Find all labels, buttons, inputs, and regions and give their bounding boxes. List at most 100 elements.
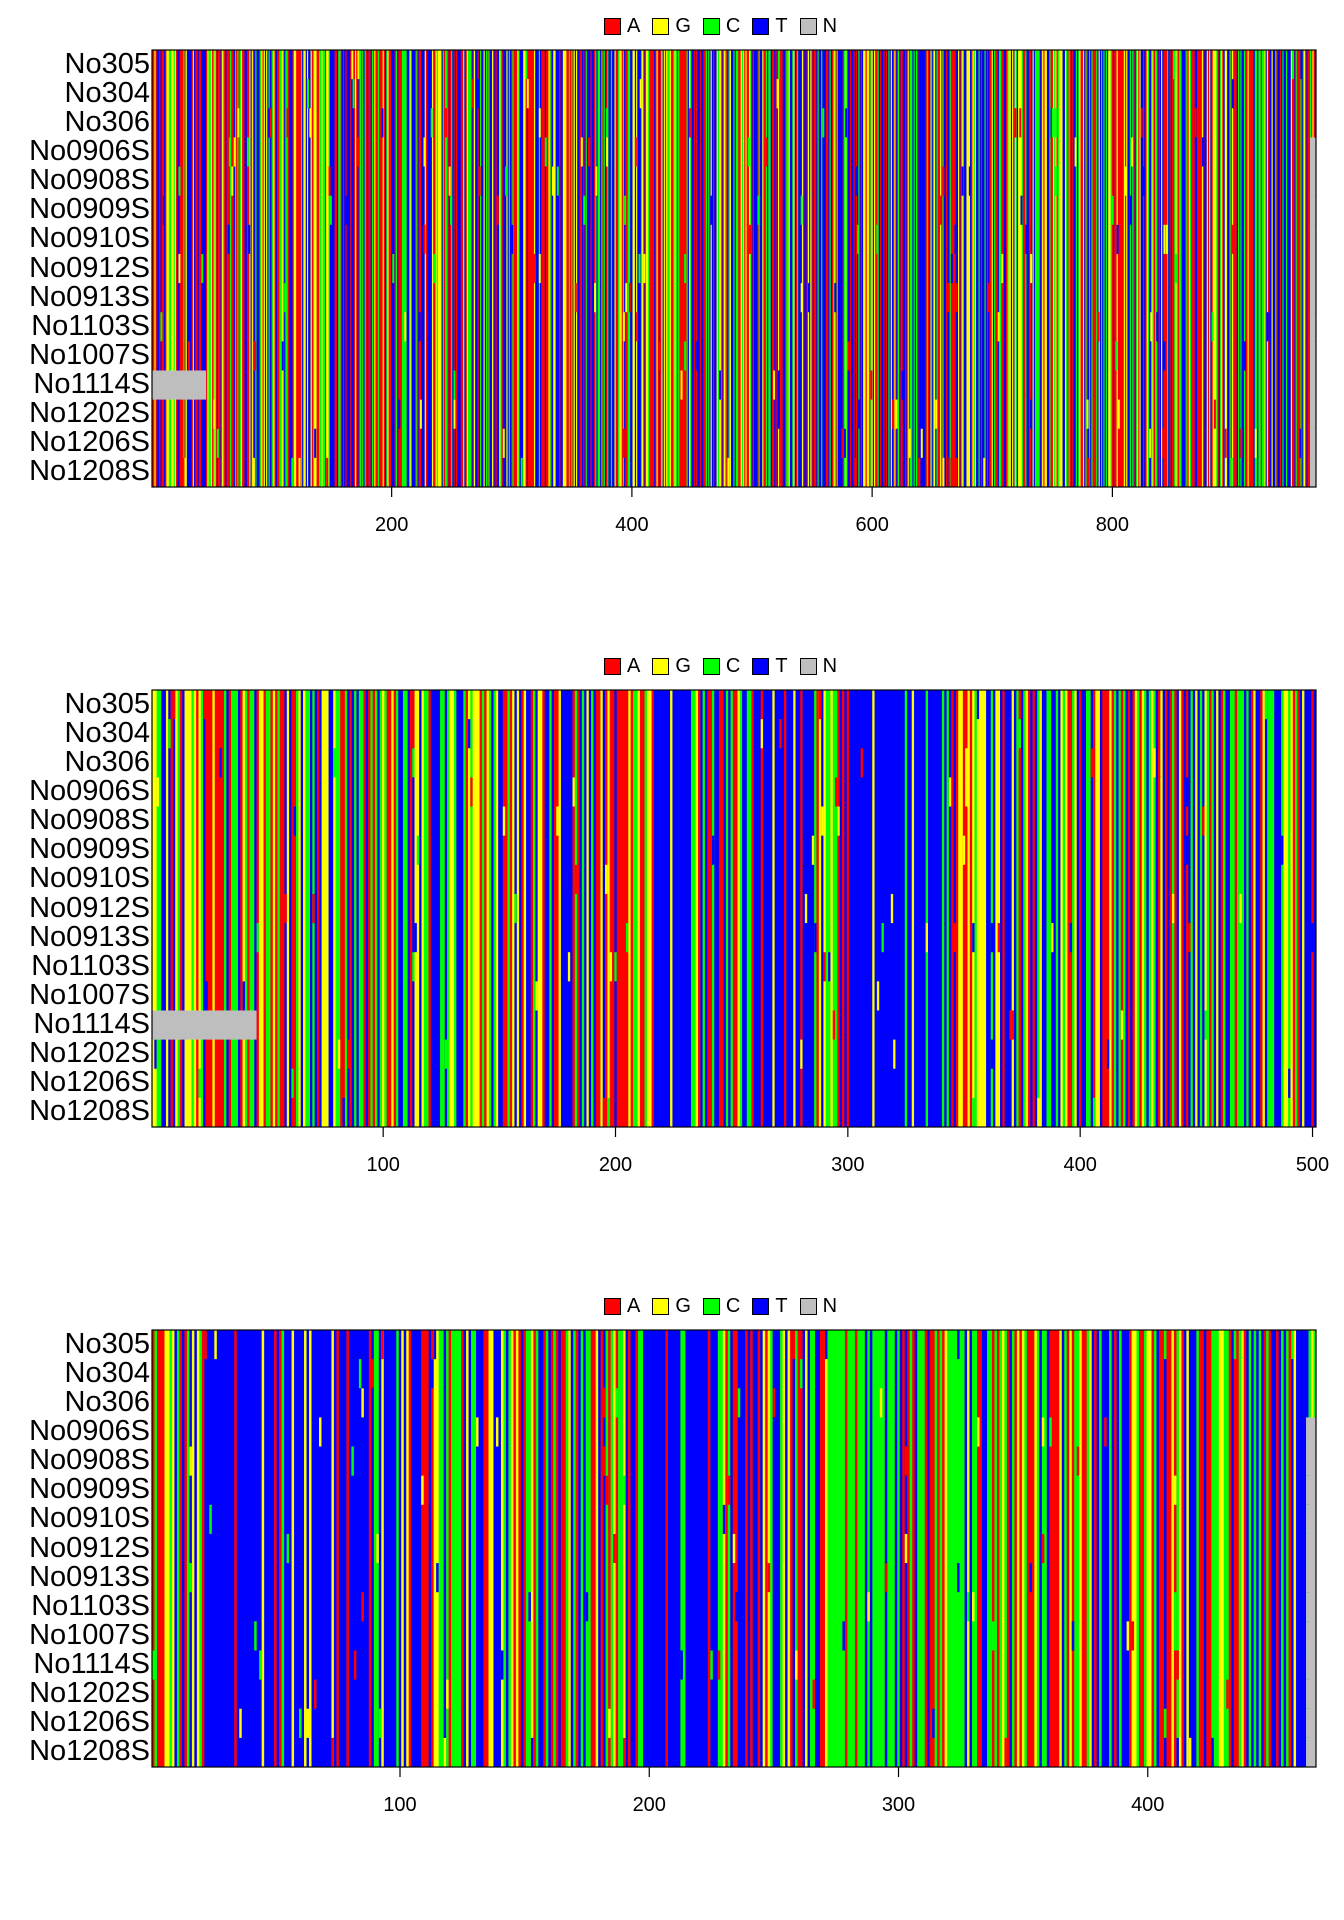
site-column [1251,1330,1254,1767]
site-column [786,50,789,487]
site-column [423,690,429,1127]
variant-cell [453,399,456,429]
variant-cell [1087,457,1090,487]
site-column [1218,1330,1225,1767]
site-column [171,50,174,487]
variant-cell [623,1737,626,1767]
variant-cell [160,312,163,342]
site-column [449,690,455,1127]
site-column [454,50,457,487]
site-column [1266,1330,1269,1767]
variant-cell [867,1592,870,1622]
site-column [1290,50,1293,487]
site-column [385,50,387,487]
site-column [691,690,696,1127]
site-column [467,690,471,1127]
variant-cell [732,1533,736,1564]
site-column [477,50,480,487]
site-column [201,1330,205,1767]
site-column [730,50,734,487]
site-column [252,50,255,487]
variant-cell [636,312,639,342]
plot-frame [151,1329,1317,1768]
site-column [745,50,747,487]
variant-cell [361,1592,364,1622]
site-column [1236,50,1239,487]
site-column [1146,1330,1152,1767]
site-column [809,50,811,487]
site-column [935,50,937,487]
site-column [991,50,994,487]
site-column [551,690,555,1127]
site-column [847,50,851,487]
site-column [915,50,918,487]
site-column [1296,50,1301,487]
sample-label: No1103S [31,949,150,982]
variant-cell [807,283,810,313]
site-column [730,1330,734,1767]
site-column [266,50,268,487]
variant-cell [421,1475,424,1505]
site-column [972,690,975,1127]
site-column [375,690,378,1127]
site-column [298,690,301,1127]
site-column [447,50,450,487]
site-column [1278,1330,1282,1767]
site-column [1187,50,1189,487]
site-column [559,50,561,487]
site-column [573,50,576,487]
site-column [818,50,822,487]
missing-block [1309,137,1316,167]
variant-cell [904,1533,908,1564]
site-column [907,690,913,1127]
site-column [1148,690,1152,1127]
site-column [233,50,236,487]
variant-cell [352,79,355,109]
variant-cell [622,428,625,458]
site-column [1178,1330,1182,1767]
site-column [1042,50,1044,487]
variant-cell [254,1621,257,1651]
site-column [359,50,362,487]
x-tick-label: 600 [855,514,888,536]
variant-cell [947,283,950,313]
legend-item-T: T [752,655,788,678]
site-column [395,690,399,1127]
variant-cell [1243,341,1246,371]
site-column [1188,50,1191,487]
site-column [670,690,673,1127]
variant-cell [613,1533,616,1564]
variant-cell [351,50,354,80]
site-column [293,50,297,487]
site-column [408,1330,412,1767]
site-column [530,1330,534,1767]
variant-cell [722,1504,726,1534]
variant-cell [358,1359,362,1389]
site-column [309,690,313,1127]
site-column [1134,690,1138,1127]
sample-label: No0913S [29,920,150,953]
variant-cell [950,253,953,284]
site-column [1290,690,1294,1127]
variant-cell [286,1533,290,1564]
site-column [1227,50,1230,487]
site-column [284,50,286,487]
variant-cell [870,370,873,400]
site-column [208,50,212,487]
site-column [1101,1330,1110,1767]
legend-label: C [725,654,741,677]
site-column [363,50,365,487]
site-column [994,1330,998,1767]
site-column [1167,690,1170,1127]
site-column [598,1330,601,1767]
variant-cell [1231,79,1234,109]
site-column [409,690,413,1127]
variant-cell [347,1039,350,1069]
legend-item-N: N [799,655,837,678]
site-column [1118,690,1122,1127]
site-column [391,690,394,1127]
sample-label: No305 [64,1327,150,1360]
variant-cell [1300,50,1303,80]
variant-cell [530,1737,534,1767]
alignment-heatmap: 200 400 600 800 [151,49,1317,536]
